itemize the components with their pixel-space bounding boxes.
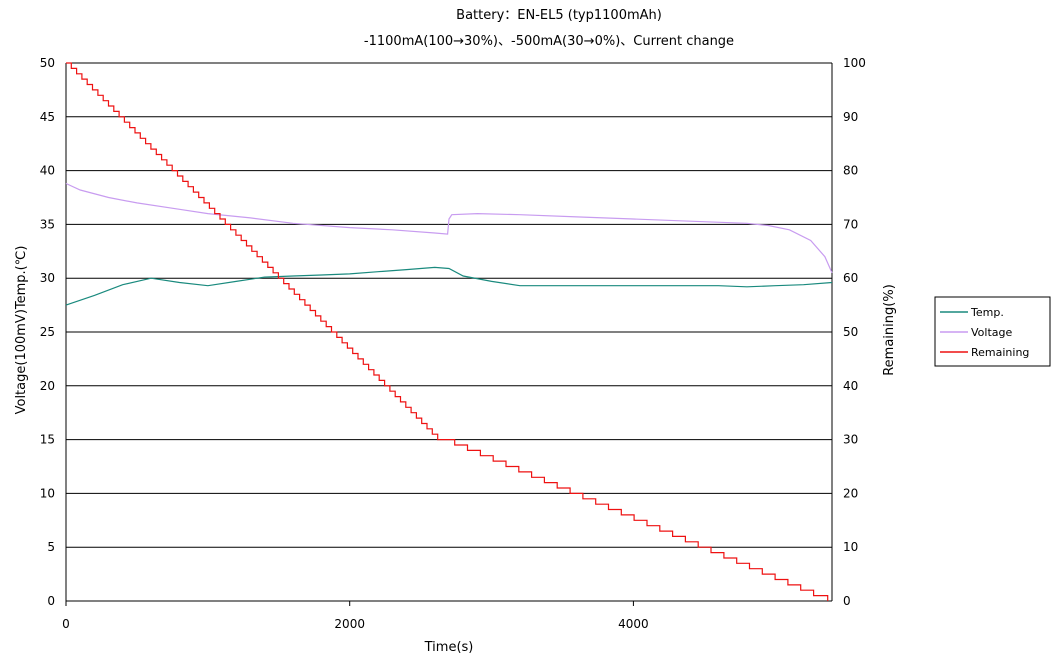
y-tick-label-15: 15 <box>40 433 55 447</box>
y-tick-label-45: 45 <box>40 110 55 124</box>
chart-title: Battery：EN-EL5 (typ1100mAh) <box>456 8 662 23</box>
y-tick-label-0: 0 <box>47 594 55 608</box>
legend: Temp. Voltage Remaining <box>934 296 1051 367</box>
y-tick-label-20: 20 <box>40 379 55 393</box>
y-tick-label-30: 30 <box>40 271 55 285</box>
series-line-remaining <box>66 62 829 601</box>
legend-items: Temp. Voltage Remaining <box>940 306 1029 359</box>
x-axis-label: Time(s) <box>424 640 474 655</box>
series-line-temp <box>65 266 833 306</box>
y-axis-label-left: Voltage(100mV)Temp.(℃) <box>14 246 29 415</box>
y2-tick-label-50: 50 <box>843 325 858 339</box>
y2-tick-label-20: 20 <box>843 486 858 500</box>
y2-tick-label-100: 100 <box>843 56 866 70</box>
series-line-voltage <box>65 182 833 274</box>
y2-tick-label-70: 70 <box>843 217 858 231</box>
x-tick-label-0: 0 <box>62 617 70 631</box>
x-axis-ticks: 0 2000 4000 <box>62 601 649 631</box>
y-tick-label-5: 5 <box>47 540 55 554</box>
series-layer <box>65 62 833 601</box>
x-tick-label-4000: 4000 <box>618 617 649 631</box>
y2-tick-label-0: 0 <box>843 594 851 608</box>
legend-label-voltage: Voltage <box>971 326 1012 339</box>
y2-tick-label-30: 30 <box>843 433 858 447</box>
y2-tick-label-90: 90 <box>843 110 858 124</box>
chart-subtitle: -1100mA(100→30%)、-500mA(30→0%)、Current c… <box>364 34 734 49</box>
y-tick-label-25: 25 <box>40 325 55 339</box>
y-tick-label-10: 10 <box>40 486 55 500</box>
y-axis-label-right: Remaining(%) <box>882 284 897 376</box>
x-tick-label-2000: 2000 <box>334 617 365 631</box>
y2-tick-label-40: 40 <box>843 379 858 393</box>
legend-label-temp: Temp. <box>970 306 1004 319</box>
y2-tick-label-60: 60 <box>843 271 858 285</box>
right-axis-ticks: 0 10 20 30 40 50 60 70 80 90 100 <box>843 56 866 608</box>
y2-tick-label-10: 10 <box>843 540 858 554</box>
y-tick-label-50: 50 <box>40 56 55 70</box>
legend-label-remaining: Remaining <box>971 346 1029 359</box>
left-axis-ticks: 0 5 10 15 20 25 30 35 40 45 50 <box>40 56 55 608</box>
gridlines <box>66 62 832 602</box>
y-tick-label-35: 35 <box>40 217 55 231</box>
y2-tick-label-80: 80 <box>843 164 858 178</box>
y-tick-label-40: 40 <box>40 164 55 178</box>
